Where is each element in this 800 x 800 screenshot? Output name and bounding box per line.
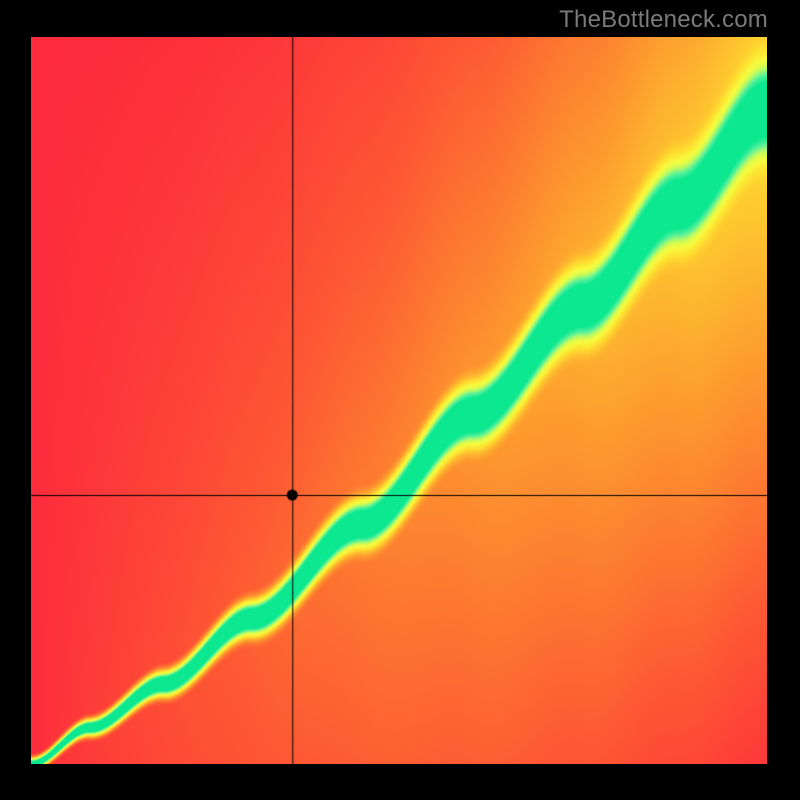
heatmap-plot (31, 37, 767, 764)
watermark-text: TheBottleneck.com (559, 6, 768, 34)
heatmap-canvas (31, 37, 767, 764)
chart-container: { "watermark": { "text": "TheBottleneck.… (0, 0, 800, 800)
